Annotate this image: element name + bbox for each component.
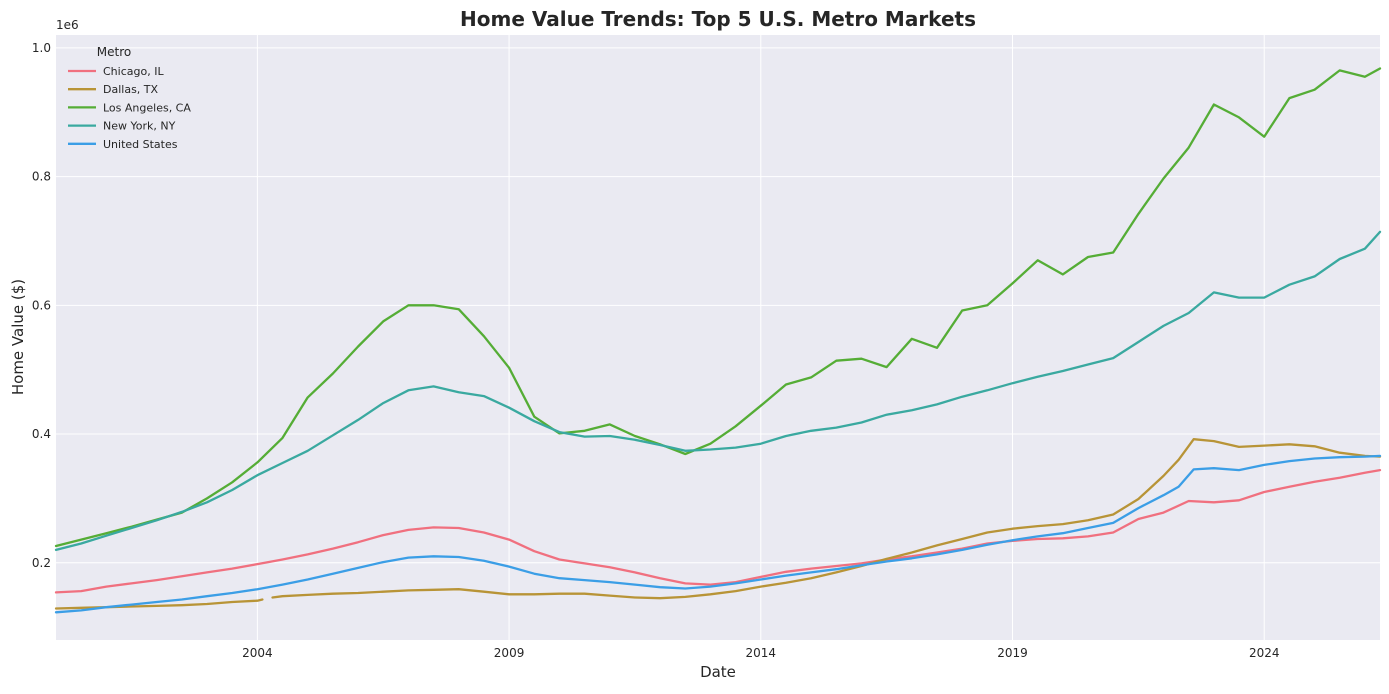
y-tick-label: 0.6 [32,298,51,312]
series-line-los-angeles-ca [54,67,1382,548]
tick-labels: 2004 2009 2014 2019 2024 0.2 0.4 0.6 0.8 1.0 [32,41,1280,660]
series-line-chicago-il [54,468,1382,594]
x-tick-label: 2009 [494,646,525,660]
series-line-dallas-tx [54,438,1382,610]
x-tick-label: 2024 [1249,646,1280,660]
legend-entry-label: Chicago, IL [103,65,164,78]
series-line-new-york-ny [54,230,1382,552]
x-tick-label: 2004 [242,646,273,660]
grid-lines [56,35,1380,640]
legend-entry-label: United States [103,138,178,151]
y-tick-label: 0.8 [32,170,51,184]
legend-entry-label: Dallas, TX [103,83,159,96]
plot-background [56,35,1380,640]
legend: Metro Chicago, IL Dallas, TX Los Angeles, … [68,45,191,151]
y-tick-label: 0.2 [32,556,51,570]
series-lines [54,67,1382,614]
y-tick-label: 1.0 [32,41,51,55]
x-axis-label: Date [700,663,736,681]
y-offset-label: 1e6 [56,18,79,32]
legend-title: Metro [97,45,131,59]
chart-title: Home Value Trends: Top 5 U.S. Metro Mark… [460,7,976,31]
series-line-united-states [54,454,1382,614]
x-tick-label: 2014 [746,646,777,660]
x-tick-label: 2019 [997,646,1028,660]
y-axis-label: Home Value ($) [9,279,27,395]
legend-entry-label: Los Angeles, CA [103,101,191,114]
y-tick-label: 0.4 [32,427,51,441]
legend-entry-label: New York, NY [103,120,176,133]
legend-items: Chicago, IL Dallas, TX Los Angeles, CA New … [68,65,191,151]
